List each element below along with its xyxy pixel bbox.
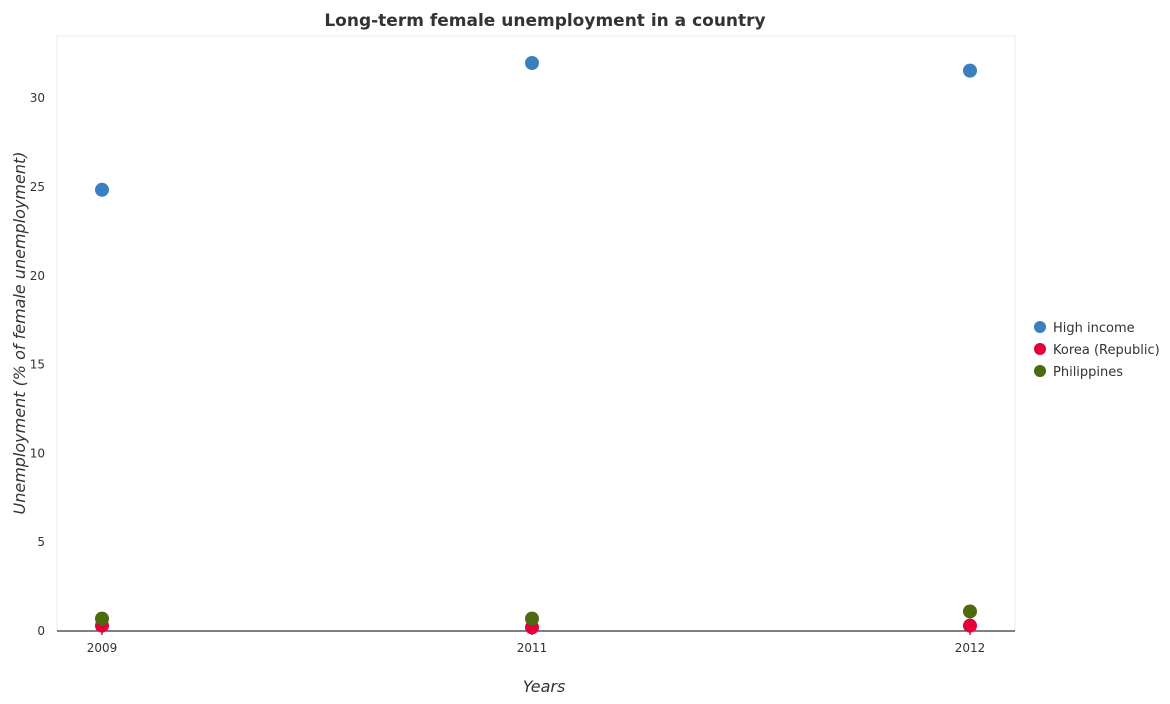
point-philippines-2012	[963, 604, 977, 619]
legend-label: Korea (Republic)	[1053, 343, 1160, 358]
data-points	[95, 55, 977, 635]
point-high-income-2009	[95, 182, 109, 197]
x-tick-label: 2012	[955, 641, 986, 655]
point-philippines-2009	[95, 611, 109, 626]
y-tick-label: 5	[37, 535, 45, 549]
x-tick-label: 2011	[517, 641, 548, 655]
plot-area	[56, 35, 1016, 632]
legend: High income Korea (Republic) Philippines	[1034, 321, 1160, 380]
legend-label: High income	[1053, 321, 1135, 336]
y-tick-label: 20	[30, 269, 45, 283]
point-high-income-2012	[963, 63, 977, 78]
x-tick-label: 2009	[87, 641, 118, 655]
y-axis-label: Unemployment (% of female unemployment)	[10, 151, 29, 514]
x-axis-label: Years	[523, 677, 566, 696]
x-tick-labels: 2009 2011 2012	[87, 631, 986, 655]
legend-label: Philippines	[1053, 365, 1123, 380]
y-tick-labels: 0 5 10 15 20 25 30	[30, 91, 45, 638]
legend-marker	[1034, 365, 1046, 377]
point-korea-republic-2012	[963, 618, 977, 633]
chart-title: Long-term female unemployment in a count…	[324, 11, 765, 31]
point-philippines-2011	[525, 611, 539, 626]
legend-marker	[1034, 321, 1046, 333]
y-tick-label: 25	[30, 180, 45, 194]
y-tick-label: 0	[37, 624, 45, 638]
y-tick-label: 30	[30, 91, 45, 105]
point-high-income-2011	[525, 55, 539, 70]
y-tick-label: 10	[30, 446, 45, 460]
y-tick-label: 15	[30, 358, 45, 372]
legend-marker	[1034, 343, 1046, 355]
